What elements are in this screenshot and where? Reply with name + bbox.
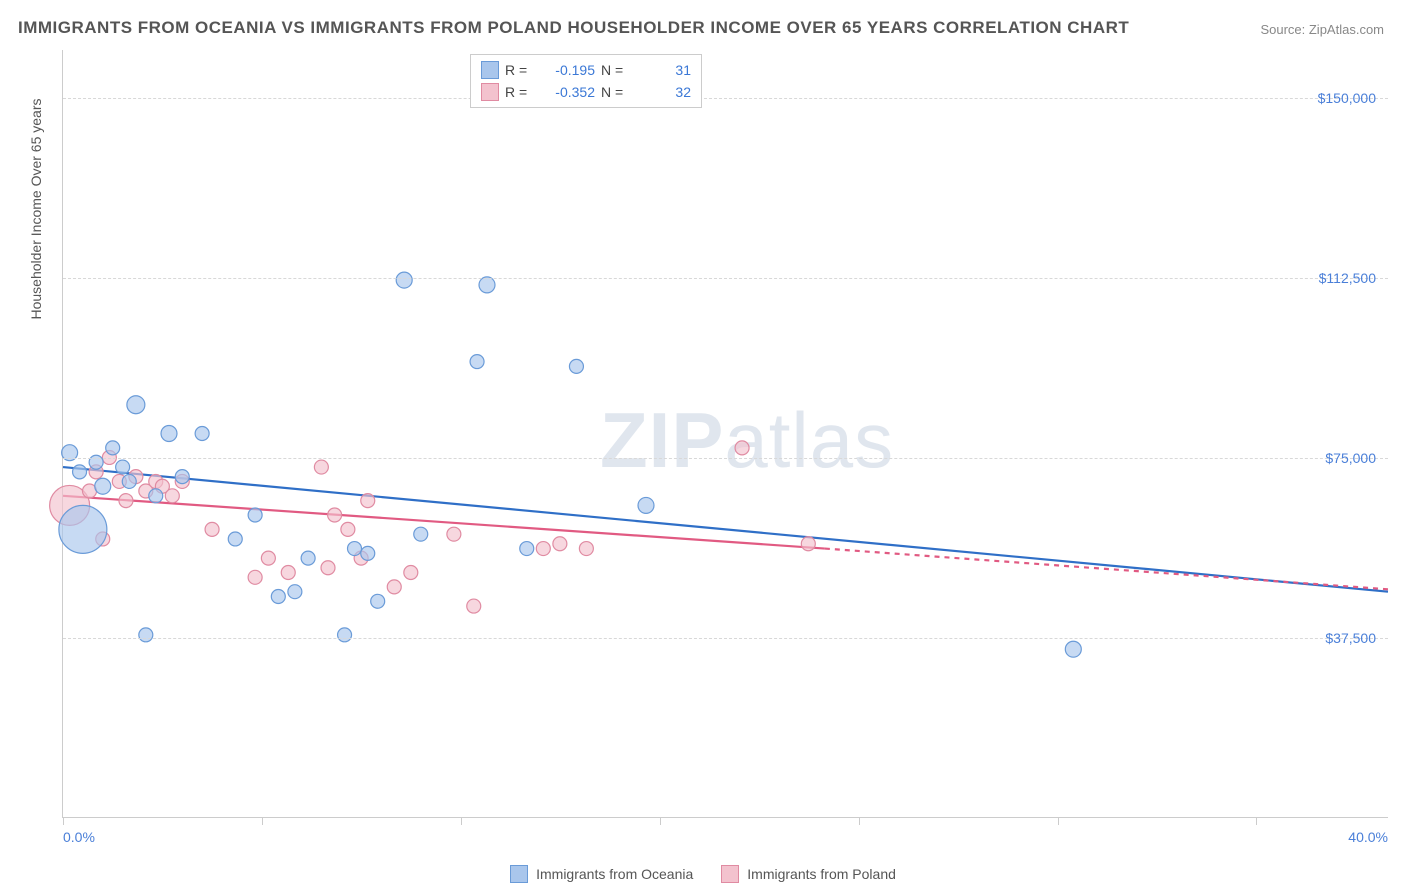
data-point — [175, 470, 189, 484]
data-point — [341, 522, 355, 536]
data-point — [479, 277, 495, 293]
data-point — [348, 542, 362, 556]
data-point — [288, 585, 302, 599]
data-point — [228, 532, 242, 546]
trend-line — [825, 549, 1388, 590]
data-point — [122, 474, 136, 488]
data-point — [467, 599, 481, 613]
x-tick — [1058, 817, 1059, 825]
data-point — [321, 561, 335, 575]
data-point — [116, 460, 130, 474]
correlation-row-oceania: R = -0.195 N = 31 — [481, 59, 691, 81]
series-legend: Immigrants from Oceania Immigrants from … — [0, 865, 1406, 883]
data-point — [338, 628, 352, 642]
data-point — [248, 508, 262, 522]
scatter-plot-svg — [63, 50, 1388, 817]
data-point — [520, 542, 534, 556]
data-point — [261, 551, 275, 565]
correlation-legend: R = -0.195 N = 31 R = -0.352 N = 32 — [470, 54, 702, 108]
data-point — [127, 396, 145, 414]
data-point — [579, 542, 593, 556]
data-point — [139, 628, 153, 642]
data-point — [396, 272, 412, 288]
data-point — [638, 497, 654, 513]
n-label: N = — [601, 84, 629, 100]
source-attribution: Source: ZipAtlas.com — [1260, 22, 1384, 37]
y-axis-title: Householder Income Over 65 years — [28, 99, 44, 320]
trend-line — [63, 467, 1388, 592]
chart-title: IMMIGRANTS FROM OCEANIA VS IMMIGRANTS FR… — [18, 18, 1129, 38]
y-tick-label: $37,500 — [1325, 630, 1376, 646]
legend-label-oceania: Immigrants from Oceania — [536, 866, 693, 882]
data-point — [119, 494, 133, 508]
data-point — [569, 359, 583, 373]
data-point — [328, 508, 342, 522]
data-point — [361, 494, 375, 508]
swatch-poland — [481, 83, 499, 101]
y-tick-label: $112,500 — [1319, 270, 1376, 286]
x-tick — [660, 817, 661, 825]
r-label: R = — [505, 84, 533, 100]
x-tick — [461, 817, 462, 825]
y-tick-label: $75,000 — [1325, 450, 1376, 466]
data-point — [161, 426, 177, 442]
data-point — [301, 551, 315, 565]
gridline-h — [63, 458, 1388, 459]
data-point — [404, 566, 418, 580]
data-point — [387, 580, 401, 594]
data-point — [73, 465, 87, 479]
x-tick — [63, 817, 64, 825]
swatch-oceania — [510, 865, 528, 883]
oceania-r-value: -0.195 — [539, 62, 595, 78]
data-point — [106, 441, 120, 455]
data-point — [735, 441, 749, 455]
x-tick — [859, 817, 860, 825]
x-tick — [1256, 817, 1257, 825]
correlation-row-poland: R = -0.352 N = 32 — [481, 81, 691, 103]
data-point — [801, 537, 815, 551]
data-point — [149, 489, 163, 503]
legend-item-poland: Immigrants from Poland — [721, 865, 896, 883]
data-point — [361, 546, 375, 560]
data-point — [371, 594, 385, 608]
data-point — [95, 478, 111, 494]
legend-item-oceania: Immigrants from Oceania — [510, 865, 693, 883]
r-label: R = — [505, 62, 533, 78]
data-point — [59, 505, 107, 553]
y-tick-label: $150,000 — [1318, 90, 1376, 106]
poland-n-value: 32 — [635, 84, 691, 100]
swatch-oceania — [481, 61, 499, 79]
data-point — [536, 542, 550, 556]
data-point — [1065, 641, 1081, 657]
data-point — [447, 527, 461, 541]
data-point — [314, 460, 328, 474]
gridline-h — [63, 638, 1388, 639]
data-point — [414, 527, 428, 541]
oceania-n-value: 31 — [635, 62, 691, 78]
legend-label-poland: Immigrants from Poland — [747, 866, 896, 882]
data-point — [281, 566, 295, 580]
data-point — [470, 355, 484, 369]
x-tick — [262, 817, 263, 825]
gridline-h — [63, 98, 1388, 99]
data-point — [195, 427, 209, 441]
data-point — [248, 570, 262, 584]
data-point — [165, 489, 179, 503]
x-label-right: 40.0% — [1348, 829, 1388, 845]
data-point — [553, 537, 567, 551]
data-point — [205, 522, 219, 536]
swatch-poland — [721, 865, 739, 883]
x-label-left: 0.0% — [63, 829, 95, 845]
chart-plot-area: $37,500$75,000$112,500$150,0000.0%40.0% — [62, 50, 1388, 818]
gridline-h — [63, 278, 1388, 279]
n-label: N = — [601, 62, 629, 78]
data-point — [271, 589, 285, 603]
poland-r-value: -0.352 — [539, 84, 595, 100]
